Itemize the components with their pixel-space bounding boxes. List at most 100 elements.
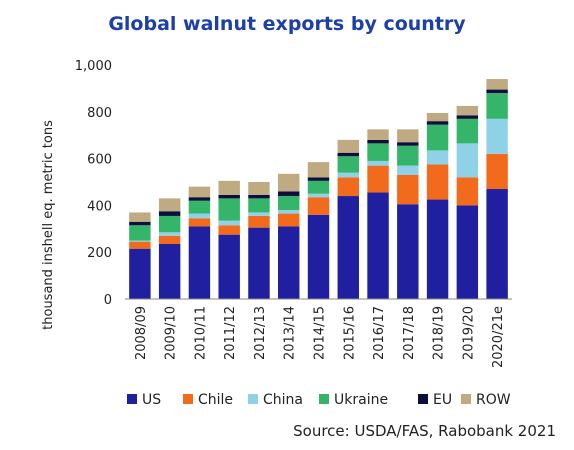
x-tick-label: 2009/10 <box>164 306 179 360</box>
legend-label: EU <box>433 392 452 408</box>
y-tick-label: 0 <box>104 293 112 308</box>
bar-segment <box>486 93 508 119</box>
bar-segment <box>218 194 240 199</box>
x-tick-label: 2018/19 <box>432 306 447 360</box>
legend-item: Chile <box>183 392 233 408</box>
bar-segment <box>129 241 151 249</box>
bar-segment <box>307 177 330 181</box>
legend-item: EU <box>418 392 452 408</box>
bar-segment <box>129 221 151 226</box>
y-tick-label: 1,000 <box>75 59 112 74</box>
bar-segment <box>218 225 240 235</box>
bar-segment <box>158 235 181 245</box>
x-tick-label: 2019/20 <box>461 306 476 360</box>
bar-segment <box>248 182 270 195</box>
bar-segment <box>188 213 211 219</box>
bar-segment <box>426 150 449 165</box>
bar-segment <box>278 213 300 227</box>
bar-segment <box>456 177 479 206</box>
bar-segment <box>129 212 151 222</box>
bar-segment <box>188 226 211 299</box>
bar-segment <box>307 214 330 299</box>
bar-segment <box>426 124 449 151</box>
bar-segment <box>426 121 449 125</box>
legend-label: Chile <box>198 392 233 408</box>
legend-label: ROW <box>476 392 511 408</box>
bar-segment <box>188 186 211 198</box>
legend-swatch <box>127 394 137 404</box>
bar-segment <box>278 191 300 197</box>
bar-segment <box>307 197 330 215</box>
bar-segment <box>158 232 181 236</box>
y-axis: 0 200 400 600 800 1,000 <box>75 59 112 308</box>
legend-item: China <box>248 392 303 408</box>
y-tick-label: 800 <box>87 106 112 121</box>
x-tick-label: 2016/17 <box>372 306 387 360</box>
bar-segment <box>486 153 508 190</box>
bar-segment <box>456 143 479 178</box>
x-tick-label: 2020/21e <box>491 306 506 368</box>
bar-segment <box>486 79 508 90</box>
bar-segment <box>337 152 359 157</box>
x-tick-label: 2017/18 <box>402 306 417 360</box>
source-note: Source: USDA/FAS, Rabobank 2021 <box>293 422 556 440</box>
bar-segment <box>486 118 508 154</box>
bar-segment <box>218 198 240 221</box>
legend-swatch <box>248 394 258 404</box>
bar-segment <box>158 215 181 233</box>
y-tick-label: 200 <box>87 246 112 261</box>
legend-item: ROW <box>461 392 511 408</box>
x-tick-label: 2014/15 <box>313 306 328 360</box>
bar-segment <box>367 192 389 299</box>
bar-segment <box>397 129 419 143</box>
bar-segment <box>367 143 389 161</box>
bar-segment <box>307 162 330 178</box>
legend-label: US <box>142 392 161 408</box>
bar-segment <box>426 199 449 299</box>
bar-segment <box>337 172 359 178</box>
bar-segment <box>337 156 359 173</box>
bar-segment <box>397 165 419 175</box>
bar-segment <box>248 194 270 199</box>
bar-segment <box>158 211 181 216</box>
bar-segment <box>129 240 151 242</box>
x-tick-label: 2010/11 <box>193 306 208 360</box>
legend-item: Ukraine <box>319 392 388 408</box>
x-tick-label: 2013/14 <box>283 306 298 360</box>
bar-segment <box>129 225 151 241</box>
bar-segment <box>486 189 508 299</box>
bar-segment <box>456 118 479 144</box>
legend-item: US <box>127 392 161 408</box>
legend-swatch <box>319 394 329 404</box>
bar-segment <box>158 198 181 212</box>
y-tick-label: 600 <box>87 153 112 168</box>
bar-segment <box>367 129 389 140</box>
bar-segment <box>218 234 240 299</box>
bar-segment <box>337 196 359 299</box>
legend-swatch <box>461 394 471 404</box>
bar-segment <box>397 145 419 166</box>
bar-segment <box>278 173 300 192</box>
bar-segment <box>129 248 151 299</box>
bar-segment <box>188 197 211 201</box>
bar-segment <box>248 227 270 299</box>
bars <box>129 79 508 299</box>
chart-title: Global walnut exports by country <box>108 13 466 35</box>
legend: US Chile China Ukraine EU ROW <box>127 392 511 408</box>
bar-segment <box>248 212 270 216</box>
x-tick-label: 2012/13 <box>253 306 268 360</box>
y-axis-label: thousand inshell eq. metric tons <box>41 120 56 330</box>
bar-segment <box>158 244 181 299</box>
bar-segment <box>426 164 449 200</box>
bar-segment <box>278 210 300 214</box>
x-tick-label: 2011/12 <box>223 306 238 360</box>
x-axis: 2008/09 2009/10 2010/11 2011/12 2012/13 2013/… <box>134 306 506 368</box>
x-tick-label: 2015/16 <box>342 306 357 360</box>
legend-swatch <box>418 394 428 404</box>
bar-segment <box>367 160 389 166</box>
bar-segment <box>367 139 389 144</box>
bar-segment <box>307 180 330 194</box>
legend-label: China <box>263 392 303 408</box>
bar-segment <box>456 115 479 119</box>
